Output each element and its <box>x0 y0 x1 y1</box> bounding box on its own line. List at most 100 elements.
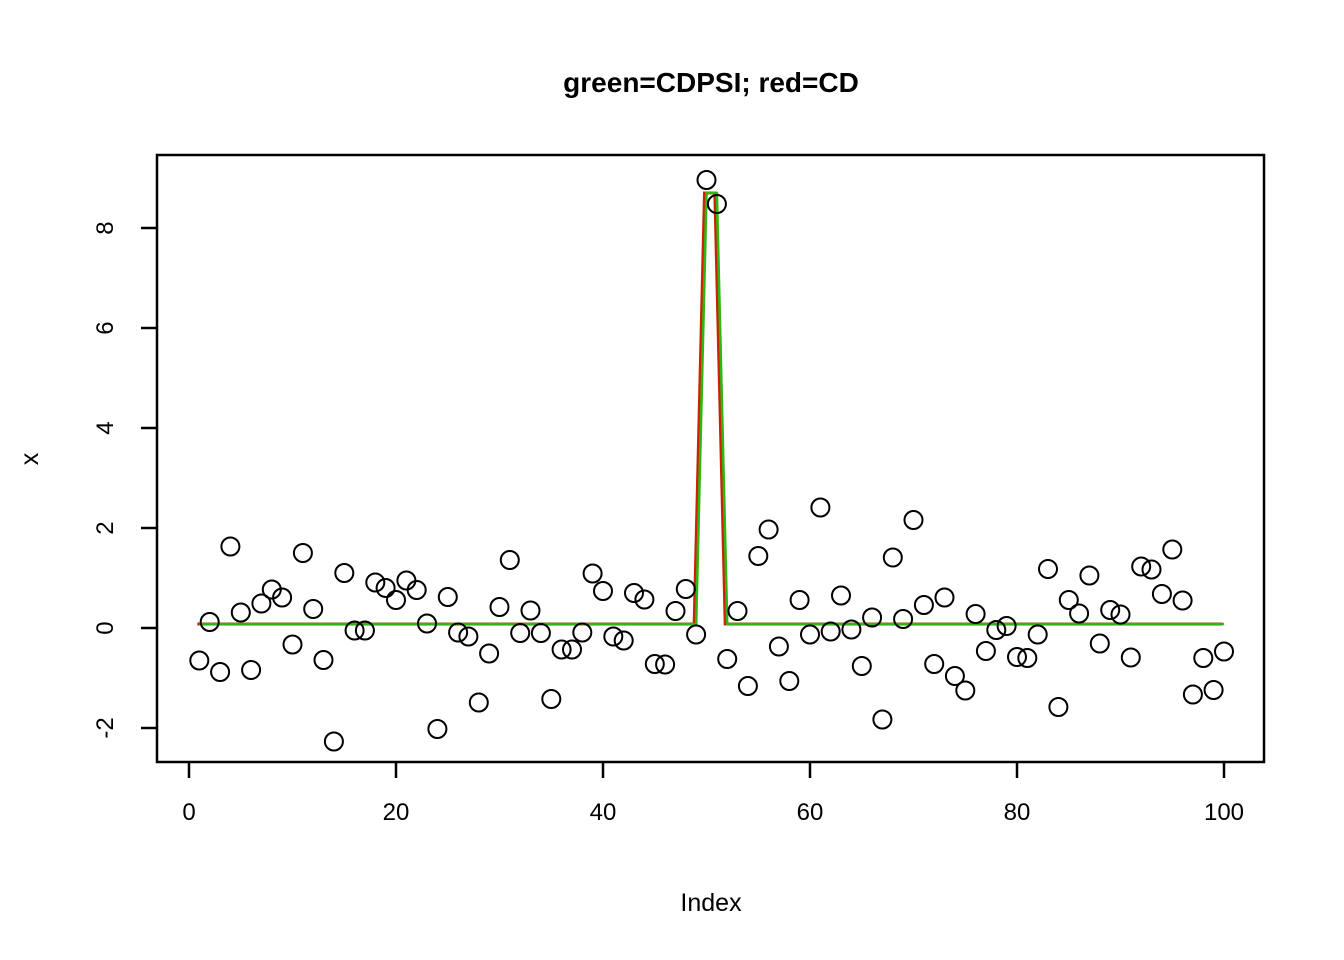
data-point <box>1120 647 1141 668</box>
data-point <box>427 719 448 739</box>
data-point <box>624 583 644 603</box>
data-point <box>913 595 934 615</box>
x-tick-label: 60 <box>797 799 824 826</box>
data-points <box>189 170 1234 752</box>
data-point <box>996 616 1017 636</box>
data-point <box>406 580 427 600</box>
data-point <box>789 590 810 610</box>
y-tick-label: 8 <box>92 221 119 234</box>
data-point <box>1007 647 1027 667</box>
data-point <box>1193 648 1214 668</box>
data-point <box>1089 633 1110 654</box>
data-point <box>1017 648 1038 668</box>
x-tick-label: 100 <box>1204 799 1244 826</box>
data-point <box>924 654 945 674</box>
data-point <box>820 621 841 642</box>
data-point <box>1151 584 1172 604</box>
data-point <box>872 709 893 730</box>
data-point <box>551 639 572 660</box>
data-point <box>851 656 872 676</box>
y-tick-label: 6 <box>92 321 119 334</box>
data-point <box>479 643 500 664</box>
fit-lines <box>197 191 1224 626</box>
data-point <box>1069 603 1090 624</box>
data-point <box>955 680 976 701</box>
data-point <box>510 623 531 643</box>
data-point <box>199 612 220 632</box>
x-tick-label: 80 <box>1004 799 1031 826</box>
data-point <box>779 671 800 691</box>
data-point <box>944 666 965 686</box>
data-point <box>986 620 1007 640</box>
data-point <box>748 546 769 566</box>
data-point <box>365 572 386 593</box>
data-point <box>603 626 624 647</box>
y-tick-label: 0 <box>92 621 119 634</box>
data-point <box>696 170 717 190</box>
data-point <box>1131 556 1152 577</box>
data-point <box>758 519 779 540</box>
data-point <box>520 600 541 621</box>
data-point <box>1058 590 1079 610</box>
data-point <box>354 620 375 641</box>
data-point <box>344 620 365 641</box>
data-point <box>1027 624 1048 645</box>
data-point <box>292 543 313 563</box>
data-point <box>1038 559 1058 579</box>
y-axis-label: x <box>16 452 44 465</box>
data-point <box>1079 565 1100 586</box>
data-point <box>313 650 334 670</box>
data-point <box>1203 680 1224 700</box>
data-point <box>810 497 831 518</box>
data-point <box>831 585 851 606</box>
data-point <box>489 597 510 617</box>
data-point <box>934 587 955 608</box>
y-tick-label: 2 <box>92 521 119 534</box>
data-point <box>1100 600 1121 620</box>
data-point <box>893 609 914 629</box>
data-point <box>903 510 924 530</box>
data-point <box>189 650 210 671</box>
data-point <box>737 676 758 696</box>
x-tick-label: 20 <box>383 799 410 826</box>
y-tick-label: -2 <box>92 717 119 738</box>
data-point <box>530 623 551 643</box>
data-point <box>417 613 437 634</box>
data-point <box>882 547 903 568</box>
data-point <box>975 641 996 661</box>
data-point <box>220 536 241 557</box>
data-point <box>768 636 789 657</box>
cdpsi-line <box>199 191 1224 626</box>
data-point <box>210 662 231 682</box>
data-point <box>541 689 562 709</box>
data-point <box>655 654 676 675</box>
data-point <box>323 731 344 752</box>
data-point <box>665 601 686 621</box>
data-point <box>1182 684 1203 705</box>
data-point <box>458 626 479 647</box>
data-point <box>230 602 251 623</box>
plot-box-border <box>155 153 1266 764</box>
data-point <box>686 624 707 645</box>
data-point <box>334 563 355 583</box>
data-point <box>582 563 603 584</box>
data-point <box>706 194 727 214</box>
data-point <box>644 654 665 674</box>
data-point <box>634 589 655 610</box>
data-point <box>448 622 469 643</box>
data-point <box>841 619 862 640</box>
data-point <box>1162 539 1183 560</box>
data-point <box>1214 641 1234 662</box>
data-point <box>562 639 582 660</box>
plot-title: green=CDPSI; red=CD <box>563 67 859 98</box>
data-point <box>1110 604 1131 625</box>
x-axis-ticks: 0 20 40 60 80 100 <box>182 762 1244 826</box>
data-point <box>303 599 324 619</box>
data-point <box>593 581 613 601</box>
data-point <box>396 570 417 591</box>
data-point <box>1141 559 1162 580</box>
data-point <box>437 587 458 607</box>
x-tick-label: 0 <box>182 799 195 826</box>
